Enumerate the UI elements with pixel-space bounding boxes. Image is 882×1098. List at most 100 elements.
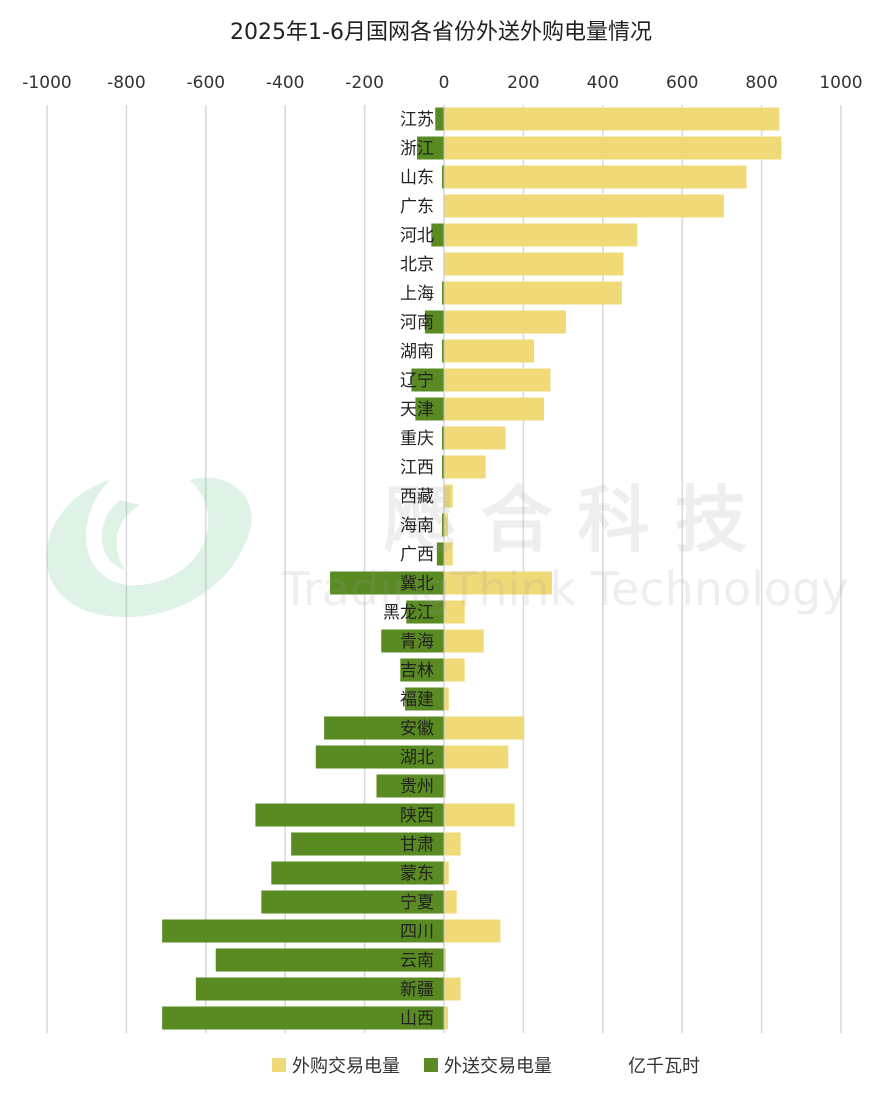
- category-label: 四川: [400, 922, 434, 942]
- category-label: 北京: [400, 255, 434, 275]
- bar-import-江苏: [444, 107, 780, 131]
- category-label: 重庆: [400, 429, 434, 449]
- unit-label: 亿千瓦时: [628, 1056, 700, 1077]
- x-tick-label: -200: [345, 73, 384, 93]
- bar-import-云南: [444, 948, 446, 972]
- x-tick-label: -600: [187, 73, 226, 93]
- bar-export-云南: [215, 948, 444, 972]
- bar-import-西藏: [444, 484, 453, 508]
- category-label: 河北: [400, 226, 434, 246]
- x-tick-label: 800: [745, 73, 777, 93]
- watermark-english-text: TradingThink Technology: [281, 562, 849, 616]
- bar-export-蒙东: [271, 861, 444, 885]
- x-tick-label: -1000: [22, 73, 71, 93]
- x-tick-label: -800: [107, 73, 146, 93]
- category-label: 湖北: [400, 748, 434, 768]
- bar-import-陕西: [444, 803, 515, 827]
- category-label: 云南: [400, 951, 434, 971]
- watermark: 飔 合 科 技 TradingThink Technology: [46, 477, 849, 618]
- bar-export-宁夏: [261, 890, 444, 914]
- legend-label-export: 外送交易电量: [444, 1056, 552, 1077]
- category-label: 辽宁: [400, 371, 434, 391]
- category-label: 山西: [400, 1009, 434, 1029]
- bar-import-四川: [444, 919, 501, 943]
- category-label: 西藏: [400, 487, 434, 507]
- bar-export-新疆: [195, 977, 444, 1001]
- legend: 外购交易电量 外送交易电量 亿千瓦时: [0, 1052, 882, 1082]
- bar-export-海南: [442, 513, 444, 537]
- bar-export-吉林: [400, 658, 444, 682]
- category-label: 黑龙江: [383, 603, 434, 623]
- bar-export-江西: [442, 455, 444, 479]
- bar-export-广西: [436, 542, 444, 566]
- chart-title: 2025年1-6月国网各省份外送外购电量情况: [230, 20, 652, 45]
- bar-export-浙江: [417, 136, 444, 160]
- bar-import-辽宁: [444, 368, 551, 392]
- bar-export-江苏: [435, 107, 444, 131]
- bar-export-上海: [442, 281, 444, 305]
- category-label: 广东: [400, 197, 434, 217]
- bar-import-天津: [444, 397, 545, 421]
- legend-swatch-import: [272, 1058, 286, 1072]
- x-tick-label: 600: [666, 73, 698, 93]
- category-label: 贵州: [400, 777, 434, 797]
- bar-import-宁夏: [444, 890, 457, 914]
- category-label: 广西: [400, 545, 434, 565]
- bar-import-广东: [444, 194, 724, 218]
- category-label: 甘肃: [400, 835, 434, 855]
- bar-import-甘肃: [444, 832, 461, 856]
- bar-import-福建: [444, 687, 449, 711]
- bar-export-贵州: [376, 774, 444, 798]
- bar-import-山东: [444, 165, 747, 189]
- bar-import-山西: [444, 1006, 448, 1030]
- x-tick-label: 0: [439, 73, 450, 93]
- category-label: 江苏: [400, 110, 434, 130]
- bar-export-四川: [162, 919, 444, 943]
- legend-item-export: 外送交易电量: [424, 1052, 552, 1078]
- bar-export-福建: [405, 687, 444, 711]
- legend-swatch-export: [424, 1058, 438, 1072]
- bar-export-河南: [424, 310, 444, 334]
- bar-import-湖北: [444, 745, 509, 769]
- bar-export-安徽: [324, 716, 444, 740]
- x-tick-label: -400: [266, 73, 305, 93]
- category-label: 青海: [400, 632, 434, 652]
- bar-import-蒙东: [444, 861, 449, 885]
- bar-export-湖南: [442, 339, 444, 363]
- bar-export-甘肃: [291, 832, 444, 856]
- category-label: 宁夏: [400, 893, 434, 913]
- category-label: 天津: [400, 400, 434, 420]
- legend-item-import: 外购交易电量: [272, 1052, 400, 1078]
- category-labels: 江苏浙江山东广东河北北京上海河南湖南辽宁天津重庆江西西藏海南广西冀北黑龙江青海吉…: [383, 110, 434, 1029]
- bar-export-山东: [442, 165, 444, 189]
- watermark-logo-icon: [46, 477, 252, 618]
- category-label: 山东: [400, 168, 434, 188]
- bar-export-黑龙江: [406, 600, 444, 624]
- bar-import-重庆: [444, 426, 506, 450]
- category-label: 吉林: [400, 661, 434, 681]
- legend-label-import: 外购交易电量: [292, 1056, 400, 1077]
- category-label: 江西: [400, 458, 434, 478]
- x-axis-ticks: -1000 -800 -600 -400 -200 0 200 400 600 800 1000: [22, 73, 862, 93]
- bar-import-新疆: [444, 977, 461, 1001]
- bar-import-吉林: [444, 658, 465, 682]
- bar-import-北京: [444, 252, 624, 276]
- bar-export-辽宁: [411, 368, 444, 392]
- x-tick-label: 1000: [819, 73, 862, 93]
- category-label: 陕西: [400, 806, 434, 826]
- bar-export-湖北: [315, 745, 444, 769]
- category-label: 海南: [400, 516, 434, 536]
- bar-export-山西: [162, 1006, 444, 1030]
- bar-import-河北: [444, 223, 638, 247]
- bar-export-青海: [381, 629, 444, 653]
- bar-import-安徽: [444, 716, 525, 740]
- category-label: 冀北: [400, 574, 434, 594]
- bar-import-江西: [444, 455, 486, 479]
- category-label: 湖南: [400, 342, 434, 362]
- bar-export-河北: [431, 223, 444, 247]
- bar-export-冀北: [330, 571, 444, 595]
- bar-import-海南: [444, 513, 448, 537]
- category-label: 上海: [400, 284, 434, 304]
